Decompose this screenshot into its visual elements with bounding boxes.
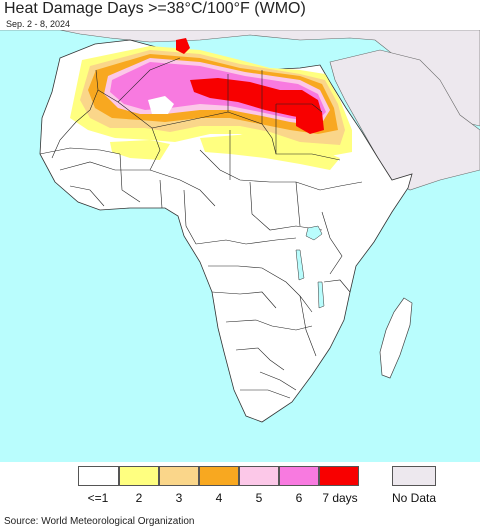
legend-label-6: 6 xyxy=(295,491,303,505)
zone-7-days-nile xyxy=(296,102,324,134)
heat-map xyxy=(0,30,480,462)
country-borders xyxy=(39,57,363,399)
date-range: Sep. 2 - 8, 2024 xyxy=(6,19,71,29)
legend-swatch-no-data xyxy=(392,466,436,486)
legend-label-5: 5 xyxy=(255,491,263,505)
legend-swatch-6 xyxy=(279,466,319,486)
legend-swatch-2 xyxy=(119,466,159,486)
zone-7-days-tunisia xyxy=(176,38,190,54)
legend-swatch-7 xyxy=(319,466,359,486)
zone-low-white-patch xyxy=(148,96,174,114)
legend-label-no-data: No Data xyxy=(391,491,437,505)
lake-tanganyika xyxy=(295,249,305,281)
legend-label-7: 7 days xyxy=(322,491,358,505)
lake-malawi xyxy=(317,281,325,309)
legend-swatch-5 xyxy=(239,466,279,486)
zone-2-days-sahel xyxy=(200,134,340,170)
zone-2-days-west xyxy=(110,140,170,160)
legend-label-2: 2 xyxy=(135,491,143,505)
legend-swatch-3 xyxy=(159,466,199,486)
legend-label-1: <=1 xyxy=(87,491,109,505)
source-credit: Source: World Meteorological Organizatio… xyxy=(4,516,195,527)
lake-victoria xyxy=(305,225,323,241)
zone-7-days xyxy=(190,78,322,120)
legend-swatch-4 xyxy=(199,466,239,486)
map-title: Heat Damage Days >=38°C/100°F (WMO) xyxy=(4,0,306,17)
legend-swatch-1 xyxy=(78,466,119,486)
arabian-peninsula xyxy=(329,49,480,191)
legend: <=1 2 3 4 5 6 7 days No Data xyxy=(0,466,480,512)
madagascar xyxy=(379,297,413,379)
legend-label-4: 4 xyxy=(215,491,223,505)
legend-label-3: 3 xyxy=(175,491,183,505)
